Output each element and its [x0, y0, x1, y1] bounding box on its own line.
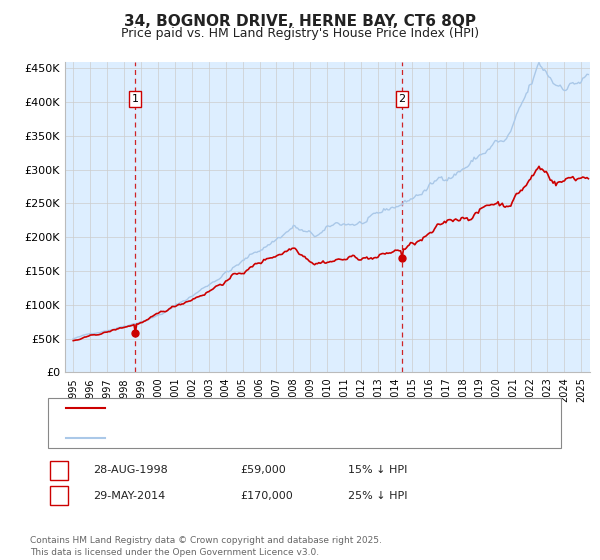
Text: 34, BOGNOR DRIVE, HERNE BAY, CT6 8QP: 34, BOGNOR DRIVE, HERNE BAY, CT6 8QP	[124, 14, 476, 29]
Text: 1: 1	[131, 94, 139, 104]
Text: Contains HM Land Registry data © Crown copyright and database right 2025.
This d: Contains HM Land Registry data © Crown c…	[30, 536, 382, 557]
Text: 29-MAY-2014: 29-MAY-2014	[93, 491, 165, 501]
Text: 2: 2	[55, 491, 62, 501]
Text: 34, BOGNOR DRIVE, HERNE BAY, CT6 8QP (semi-detached house): 34, BOGNOR DRIVE, HERNE BAY, CT6 8QP (se…	[111, 403, 452, 413]
Text: £170,000: £170,000	[240, 491, 293, 501]
Text: Price paid vs. HM Land Registry's House Price Index (HPI): Price paid vs. HM Land Registry's House …	[121, 27, 479, 40]
Text: 15% ↓ HPI: 15% ↓ HPI	[348, 465, 407, 475]
Text: 25% ↓ HPI: 25% ↓ HPI	[348, 491, 407, 501]
Text: 28-AUG-1998: 28-AUG-1998	[93, 465, 168, 475]
Text: HPI: Average price, semi-detached house, Canterbury: HPI: Average price, semi-detached house,…	[111, 433, 392, 443]
Text: £59,000: £59,000	[240, 465, 286, 475]
Text: 2: 2	[398, 94, 406, 104]
Text: 1: 1	[55, 465, 62, 475]
